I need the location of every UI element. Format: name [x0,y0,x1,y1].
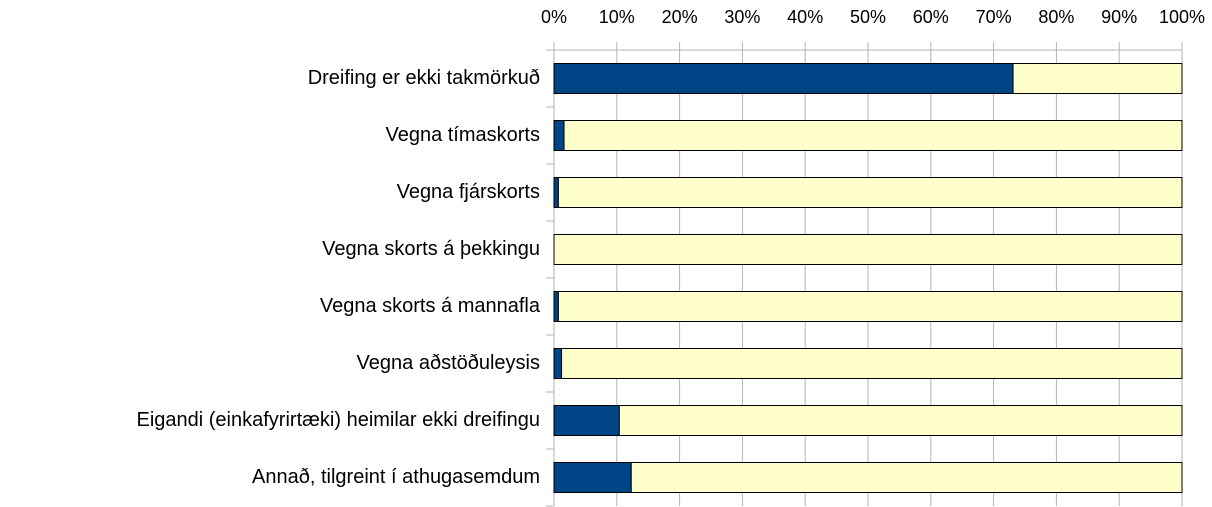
y-tick-label: Vegna skorts á mannafla [320,295,541,317]
bar [553,120,565,151]
bar [553,462,632,493]
x-tick-label: 100% [1159,7,1205,27]
bar [557,177,1183,208]
bar [563,120,1183,151]
y-tick-label: Vegna tímaskorts [385,124,540,146]
bar [1012,63,1183,94]
bar [553,234,1183,265]
x-tick-label: 40% [787,7,823,27]
bar [557,291,1183,322]
y-tick-label: Vegna fjárskorts [397,181,540,203]
y-tick-label: Vegna aðstöðuleysis [357,352,540,374]
y-tick-label: Vegna skorts á þekkingu [322,238,540,260]
bar [561,348,1183,379]
bar [630,462,1183,493]
x-tick-label: 50% [850,7,886,27]
x-tick-label: 0% [541,7,567,27]
x-tick-label: 20% [662,7,698,27]
bar [618,405,1183,436]
bar [553,63,1014,94]
bar [553,405,620,436]
x-tick-label: 80% [1038,7,1074,27]
x-tick-label: 30% [724,7,760,27]
y-tick-label: Dreifing er ekki takmörkuð [308,67,540,89]
bar [553,348,563,379]
x-tick-label: 90% [1101,7,1137,27]
x-tick-label: 10% [599,7,635,27]
x-tick-label: 70% [976,7,1012,27]
bar [553,177,559,208]
y-tick-label: Annað, tilgreint í athugasemdum [252,466,540,488]
y-tick-label: Eigandi (einkafyrirtæki) heimilar ekki d… [137,409,541,431]
x-tick-label: 60% [913,7,949,27]
bar [553,291,559,322]
